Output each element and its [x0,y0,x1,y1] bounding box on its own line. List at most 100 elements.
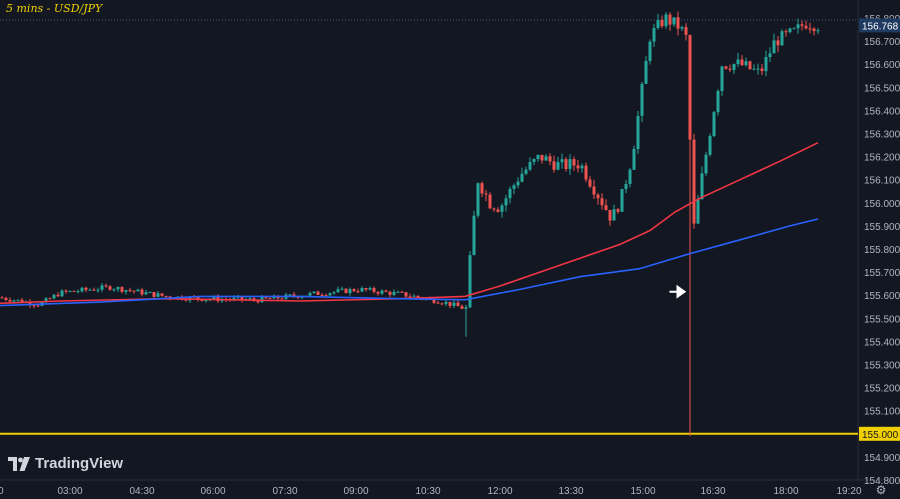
candle-body [548,156,552,162]
candle-body [264,296,268,299]
candle-body [492,208,496,210]
candle-body [0,297,4,299]
candle-body [508,188,512,199]
candle-body [248,298,252,300]
candle-body [12,300,16,302]
candle-body [476,183,480,216]
candle-body [620,189,624,212]
candle-body [560,159,564,163]
candle-body [624,184,628,189]
candle-body [684,27,688,35]
candle-body [376,292,380,294]
candle-body [728,68,732,70]
candle-body [152,292,156,297]
candle-body [816,30,820,32]
candle-body [256,300,260,303]
candle-body [212,296,216,300]
candle-body [352,289,356,292]
candle-body [764,57,768,72]
candle-body [160,293,164,296]
candle-body [708,136,712,155]
candle-body [804,25,808,29]
level-price-label: 155.000 [862,430,899,441]
moving-averages [0,141,819,307]
candle-body [572,159,576,166]
candle-body [500,205,504,212]
candle-body [460,306,464,309]
y-tick-label: 156.500 [864,83,900,94]
y-tick-label: 154.900 [864,453,900,464]
candle-body [772,40,776,54]
price-axis[interactable]: 156.800156.700156.600156.500156.400156.3… [859,14,900,487]
candle-body [372,288,376,292]
candle-body [280,298,284,300]
candle-body [32,305,36,307]
candle-body [380,290,384,294]
candle-body [312,291,316,293]
candle-body [344,288,348,294]
x-tick-label: 06:00 [200,486,225,497]
candle-body [124,290,128,292]
y-tick-label: 155.300 [864,361,900,372]
tradingview-logo-icon [8,456,30,471]
candle-body [4,297,8,300]
chart-title: 5 mins - USD/JPY [6,2,103,15]
y-tick-label: 156.400 [864,106,900,117]
time-axis[interactable]: 30 03:00 04:30 06:00 07:30 09:00 10:30 12:00 13:… [0,486,862,497]
y-tick-label: 154.800 [864,476,900,487]
gear-icon[interactable]: ⚙ [875,483,887,497]
candle-body [632,149,636,170]
candle-body [808,28,812,30]
candle-body [496,209,500,212]
candle-body [92,289,96,291]
candle-body [320,295,324,296]
candle-body [240,296,244,300]
candle-body [644,61,648,84]
candle-body [792,28,796,30]
candle-body [748,61,752,70]
tradingview-logo: TradingView [8,455,123,472]
candle-body [680,27,684,29]
y-tick-label: 155.400 [864,337,900,348]
candle-body [64,290,68,292]
candle-body [552,161,556,170]
candle-body [36,305,40,307]
level-price-box [859,426,900,441]
candle-body [252,298,256,300]
x-tick-label: 09:00 [343,486,368,497]
tradingview-logo-text: TradingView [35,455,124,472]
candle-body [800,24,804,26]
candle-body [148,292,152,293]
candle-body [480,183,484,194]
candle-body [576,165,580,169]
candle-body [60,290,64,297]
candle-body [712,112,716,136]
candle-body [436,302,440,304]
candle-body [756,68,760,70]
candle-body [112,289,116,291]
candle-body [144,292,148,295]
candle-body [516,181,520,186]
candle-body [392,291,396,295]
candle-body [612,209,616,221]
candle-body [52,294,56,299]
candle-body [288,294,292,296]
y-tick-label: 155.100 [864,407,900,418]
candle-body [600,198,604,206]
candle-body [440,303,444,305]
candle-body [196,297,200,300]
candle-body [616,209,620,212]
candle-body [488,194,492,209]
candle-body [360,288,364,292]
candle-body [636,115,640,149]
candle-body [564,159,568,169]
candle-body [468,255,472,308]
x-tick-label: 19:20 [836,486,861,497]
candle-body [164,295,168,297]
candle-body [648,41,652,61]
candle-body [580,165,584,169]
candle-body [400,291,404,293]
candle-body [664,14,668,27]
candle-body [68,290,72,292]
